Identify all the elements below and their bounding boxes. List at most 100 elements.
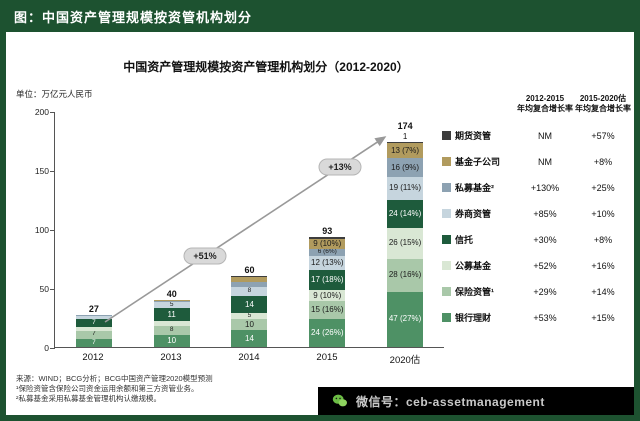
cagr-value-2015-2020: +14% bbox=[591, 286, 615, 297]
segment-公募基金: 9 (10%) bbox=[309, 290, 346, 301]
legend-chip bbox=[442, 131, 451, 141]
legend-label: 券商资管 bbox=[455, 209, 492, 220]
bar-total-label: 40 bbox=[166, 288, 177, 299]
cagr-value-2012-2015: +130% bbox=[530, 182, 560, 193]
cagr-header-2012-2015: 2012-2015 年均复合增长率 bbox=[516, 94, 574, 115]
x-label-2013: 2013 bbox=[160, 352, 182, 363]
legend-label: 保险资管¹ bbox=[455, 287, 494, 298]
cagr-value-2015-2020: +16% bbox=[591, 260, 615, 271]
legend-chip bbox=[442, 157, 451, 167]
slide-header-title: 图：中国资产管理规模按资管机构划分 bbox=[14, 9, 253, 25]
segment-券商资管 bbox=[75, 316, 112, 319]
unit-label: 单位：万亿元人民币 bbox=[16, 89, 93, 99]
segment-信托: 11 bbox=[153, 308, 190, 322]
segment-银行理财: 10 bbox=[153, 335, 190, 347]
cagr-header-1-period: 2012-2015 bbox=[525, 94, 565, 103]
slide-header: 图：中国资产管理规模按资管机构划分 bbox=[0, 0, 640, 32]
cagr-value-2012-2015: NM bbox=[538, 130, 552, 141]
segment-期货资管 bbox=[387, 141, 424, 143]
cagr-value-2015-2020: +8% bbox=[593, 156, 613, 167]
segment-私募基金²: 6 (6%) bbox=[309, 249, 346, 257]
bar-2012: 27 7 7 7 bbox=[55, 111, 133, 347]
bar-2015: 93 9 (10%) 6 (6%) 12 (13%) 17 (18%) 9 (10%) 15… bbox=[288, 111, 366, 347]
x-label-2015: 2015 bbox=[316, 352, 338, 363]
legend-row-期货资管: 期货资管 NM +57% bbox=[442, 123, 632, 149]
y-tick-50: 50 bbox=[11, 284, 55, 294]
legend-row-信托: 信托 +30% +8% bbox=[442, 227, 632, 253]
segment-信托: 7 bbox=[75, 318, 112, 327]
chart-title: 中国资产管理规模按资产管理机构划分（2012-2020） bbox=[123, 60, 409, 74]
y-tick-200: 200 bbox=[11, 107, 55, 117]
cagr-value-2012-2015: +52% bbox=[533, 260, 557, 271]
segment-信托: 14 bbox=[231, 296, 268, 313]
legend-row-保险资管¹: 保险资管¹ +29% +14% bbox=[442, 279, 632, 305]
segment-券商资管: 19 (11%) bbox=[387, 177, 424, 200]
legend-chip bbox=[442, 183, 451, 193]
legend-label: 信托 bbox=[455, 235, 474, 246]
bar-2013: 40 5 11 8 10 bbox=[133, 111, 211, 347]
bar-total-label: 93 bbox=[322, 226, 333, 237]
bar-total-label: 27 bbox=[88, 304, 99, 315]
content-area: 中国资产管理规模按资产管理机构划分（2012-2020） 单位：万亿元人民币 2… bbox=[6, 32, 634, 415]
legend-row-券商资管: 券商资管 +85% +10% bbox=[442, 201, 632, 227]
segment-银行理财: 24 (26%) bbox=[309, 318, 346, 347]
x-label-2020估: 2020估 bbox=[389, 355, 421, 366]
segment-基金子公司: 9 (10%) bbox=[309, 238, 346, 250]
legend-label: 公募基金 bbox=[455, 261, 492, 272]
bar-2014: 60 8 14 5 10 14 bbox=[211, 111, 289, 347]
cagr-value-2012-2015: +85% bbox=[533, 208, 557, 219]
bars-container: 27 7 7 7 40 5 11 8 10 60 8 14 5 10 14 93 9 (10%) 6 (6%) 12… bbox=[55, 112, 444, 347]
cagr-header-2-period: 2015-2020估 bbox=[579, 94, 627, 103]
cagr-value-2012-2015: +53% bbox=[533, 312, 557, 323]
legend-label: 私募基金² bbox=[455, 183, 494, 194]
legend-chip bbox=[442, 313, 451, 323]
legend-label: 期货资管 bbox=[455, 131, 492, 142]
cagr-panel-headers: 2012-2015 年均复合增长率 2015-2020估 年均复合增长率 bbox=[516, 94, 632, 115]
legend-chip bbox=[442, 287, 451, 297]
cagr-value-2015-2020: +10% bbox=[591, 208, 615, 219]
segment-保险资管¹: 28 (16%) bbox=[387, 258, 424, 292]
segment-券商资管: 12 (13%) bbox=[309, 256, 346, 271]
y-tick-0: 0 bbox=[11, 343, 55, 353]
segment-公募基金: 26 (15%) bbox=[387, 227, 424, 259]
legend-chip bbox=[442, 261, 451, 271]
source-line-1: 来源：WIND；BCG分析；BCG中国资产管理2020模型预测 bbox=[16, 374, 213, 383]
segment-银行理财: 14 bbox=[231, 330, 268, 347]
bar-total-label: 174 bbox=[397, 120, 413, 131]
legend-row-基金子公司: 基金子公司 NM +8% bbox=[442, 149, 632, 175]
legend-label: 基金子公司 bbox=[455, 157, 501, 168]
segment-保险资管¹: 7 bbox=[75, 330, 112, 339]
cagr-value-2015-2020: +15% bbox=[591, 312, 615, 323]
cagr-value-2015-2020: +8% bbox=[593, 234, 613, 245]
cagr-header-2015-2020: 2015-2020估 年均复合增长率 bbox=[574, 94, 632, 115]
legend-row-私募基金²: 私募基金² +130% +25% bbox=[442, 175, 632, 201]
y-tick-150: 150 bbox=[11, 166, 55, 176]
legend-row-公募基金: 公募基金 +52% +16% bbox=[442, 253, 632, 279]
segment-银行理财: 47 (27%) bbox=[387, 291, 424, 347]
cagr-value-2012-2015: +30% bbox=[533, 234, 557, 245]
legend-chip bbox=[442, 209, 451, 219]
segment-私募基金² bbox=[75, 315, 112, 317]
bar-total-label: 60 bbox=[244, 265, 255, 276]
segment-保险资管¹: 10 bbox=[231, 318, 268, 331]
segment-信托: 17 (18%) bbox=[309, 270, 346, 291]
source-notes: 来源：WIND；BCG分析；BCG中国资产管理2020模型预测 ¹保险资管含保险公… bbox=[16, 374, 316, 404]
cagr-value-2015-2020: +57% bbox=[591, 130, 615, 141]
x-axis-labels: 2012 2013 2014 2015 2020估 bbox=[54, 352, 444, 366]
cagr-header-1-label: 年均复合增长率 bbox=[517, 104, 573, 114]
cagr-value-2012-2015: +29% bbox=[533, 286, 557, 297]
bar-2020估: 174 1 13 (7%) 16 (9%) 19 (11%) 24 (14%) 26 (15… bbox=[366, 111, 444, 347]
segment-保险资管¹: 8 bbox=[153, 325, 190, 336]
segment-银行理财: 7 bbox=[75, 338, 112, 347]
legend-chip bbox=[442, 235, 451, 245]
x-label-2012: 2012 bbox=[82, 352, 104, 363]
segment-私募基金²: 16 (9%) bbox=[387, 158, 424, 178]
source-line-2: ¹保险资管含保险公司资金运用余额和第三方资管业务。 bbox=[16, 384, 199, 394]
y-tick-100: 100 bbox=[11, 225, 55, 235]
legend-label: 银行理财 bbox=[455, 313, 492, 324]
segment-公募基金 bbox=[153, 321, 190, 326]
segment-公募基金 bbox=[75, 326, 112, 331]
source-line-3: ²私募基金采用私募基金管理机构认缴规模。 bbox=[16, 394, 161, 404]
cagr-value-2012-2015: NM bbox=[538, 156, 552, 167]
